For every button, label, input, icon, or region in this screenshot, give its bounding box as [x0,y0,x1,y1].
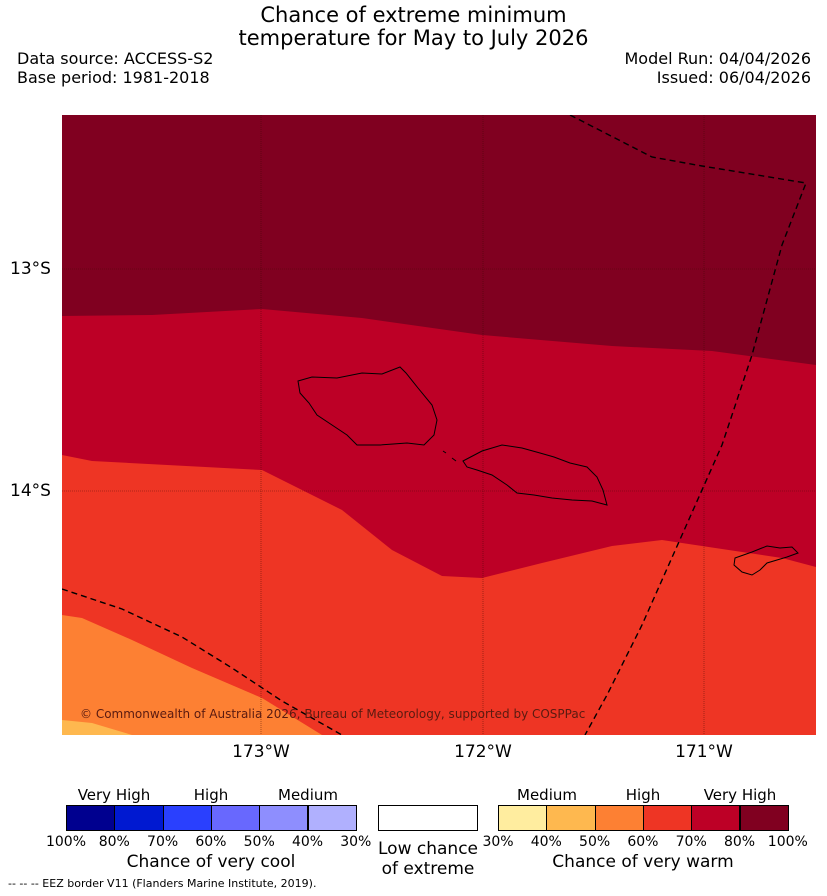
island-tutuila [733,545,799,576]
cool-colorbar-title: Chance of very cool [126,852,296,872]
data-source: Data source: ACCESS-S2 [17,49,214,68]
warm-tick-label: 50% [579,834,611,850]
cool-swatch-2 [162,805,212,831]
map-title: Chance of extreme minimum temperature fo… [0,4,827,50]
cool-swatch-4 [259,805,309,831]
island-savaii [297,366,438,446]
eez-border-southwest [62,588,343,735]
meta-left: Data source: ACCESS-S2 Base period: 1981… [17,49,213,87]
cool-tick-label: 100% [45,834,87,850]
warm-tick-label: 40% [530,834,562,850]
base-period: Base period: 1981-2018 [17,68,210,87]
warm-swatch-1 [546,805,596,831]
lat-label-14s: 14°S [10,481,51,501]
cool-tick-label: 80% [98,834,130,850]
warm-header-very-high: Very High [703,786,777,804]
eez-border-note: -- -- -- EEZ border V11 (Flanders Marine… [8,877,317,890]
cool-header-high: High [193,786,229,804]
warm-swatch-2 [594,805,644,831]
cool-tick-label: 50% [243,834,275,850]
model-run: Model Run: 04/04/2026 [624,49,812,68]
warm-colorbar-title: Chance of very warm [552,852,734,872]
region-high-70-80 [62,455,816,735]
warm-swatch-4 [691,805,741,831]
cool-tick-label: 30% [340,834,372,850]
islet-apolima [451,457,457,462]
warm-swatch-5 [739,805,789,831]
islands [297,366,799,576]
neutral-swatch [378,805,478,831]
warm-header-medium: Medium [517,786,577,804]
warm-tick-label: 30% [482,834,514,850]
region-medium-50-60 [62,720,132,735]
meta-right: Model Run: 04/04/2026 Issued: 06/04/2026 [625,49,812,87]
cool-swatch-0 [66,805,116,831]
lon-label-172w: 172°W [454,742,512,762]
neutral-title-line-1: Low chance [378,839,478,859]
graticule [62,115,816,735]
warm-swatch-0 [498,805,548,831]
title-line-1: Chance of extreme minimum [260,3,567,27]
neutral-legend-title: Low chance of extreme [368,839,488,879]
cool-swatch-5 [307,805,357,831]
cool-swatch-3 [210,805,261,831]
probability-map: © Commonwealth of Australia 2026, Bureau… [62,115,816,735]
cool-tick-label: 70% [147,834,179,850]
cool-swatch-1 [114,805,164,831]
lon-label-173w: 173°W [232,742,290,762]
warm-tick-label: 60% [627,834,659,850]
cool-tick-label: 40% [291,834,324,850]
title-line-2: temperature for May to July 2026 [238,26,589,50]
warm-header-high: High [625,786,661,804]
issued-date: Issued: 06/04/2026 [656,68,811,87]
warm-tick-label: 100% [767,834,808,850]
neutral-title-line-2: of extreme [381,859,475,879]
lat-label-13s: 13°S [10,259,51,279]
cool-tick-label: 60% [195,834,227,850]
islet-manono [442,450,447,454]
cool-header-very-high: Very High [77,786,151,804]
warm-tick-label: 70% [675,834,707,850]
eez-border-east [569,115,807,735]
warm-tick-label: 80% [723,834,756,850]
warm-swatch-3 [642,805,693,831]
island-upolu [462,444,608,506]
eez-borders [62,115,807,735]
cool-header-medium: Medium [278,786,338,804]
lon-label-171w: 171°W [675,742,733,762]
copyright-notice: © Commonwealth of Australia 2026, Bureau… [80,707,585,721]
region-high-60-70 [62,615,322,735]
